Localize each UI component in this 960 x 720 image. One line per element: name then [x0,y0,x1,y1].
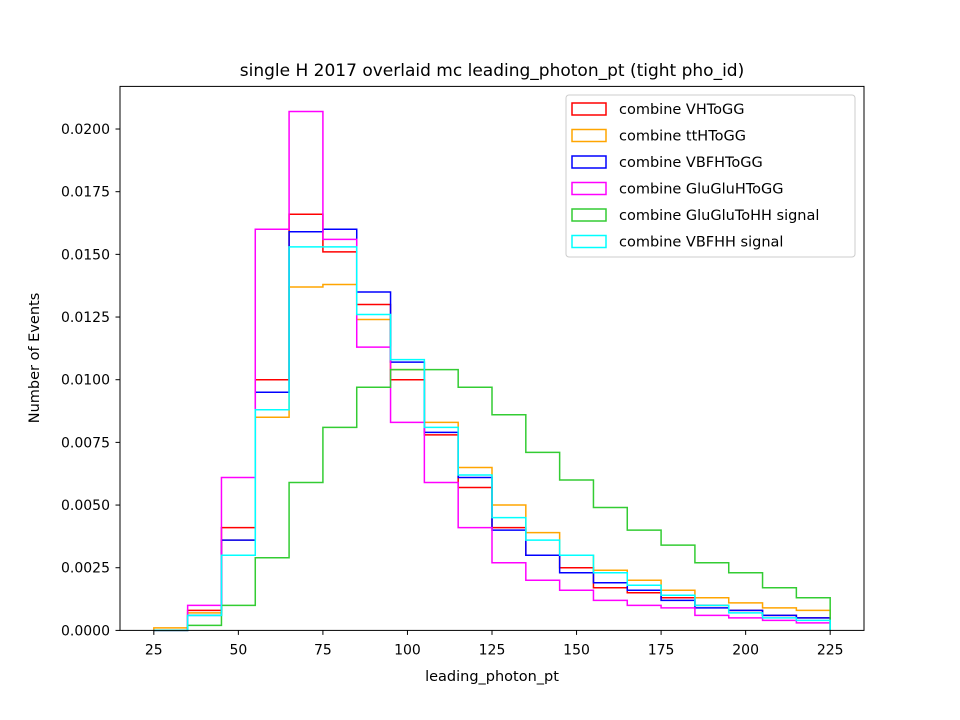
chart-title: single H 2017 overlaid mc leading_photon… [240,61,744,81]
series-5-histogram [153,246,831,632]
legend-label: combine GluGluHToGG [619,182,783,198]
x-tick-label: 175 [648,642,675,658]
legend-swatch [571,128,607,143]
y-tick-label: 0.0125 [61,310,110,326]
x-tick-label: 150 [563,642,590,658]
x-tick-label: 50 [229,642,247,658]
y-tick-label: 0.0200 [61,122,110,138]
legend-swatch [571,155,607,169]
y-tick-label: 0.0175 [61,185,110,201]
x-tick-label: 200 [732,642,759,658]
legend-swatch [571,102,607,116]
x-axis-label: leading_photon_pt [425,669,559,685]
legend-label: combine GluGluToHH signal [619,208,819,224]
series-4-histogram [153,368,831,632]
y-axis-label: Number of Events [27,293,43,424]
legend-label: combine VBFHH signal [619,235,783,251]
series-layer [153,110,831,632]
x-axis: 25 50 75 100 125 150 175 200 225 [145,630,844,658]
y-tick-label: 0.0000 [61,623,110,639]
x-tick-label: 75 [314,642,332,658]
legend-swatch [571,208,607,222]
y-tick-label: 0.0150 [61,247,110,263]
legend: combine VHToGG combine ttHToGG combine VBF… [565,94,856,258]
legend-label: combine ttHToGG [619,129,746,145]
legend-label: combine VBFHToGG [619,155,763,171]
x-tick-label: 125 [479,642,506,658]
legend-swatch [571,234,607,249]
y-tick-label: 0.0050 [61,498,110,514]
y-tick-label: 0.0075 [61,435,110,451]
x-tick-label: 100 [394,642,421,658]
y-axis: 0.0000 0.0025 0.0050 0.0075 0.0100 0.0125 0.01… [61,122,120,639]
y-tick-label: 0.0100 [61,373,110,389]
series-3-histogram [153,110,831,632]
x-tick-label: 225 [817,642,844,658]
legend-swatch [571,181,607,196]
y-tick-label: 0.0025 [61,561,110,577]
legend-box [565,94,856,258]
x-tick-label: 25 [145,642,163,658]
legend-label: combine VHToGG [619,102,744,118]
